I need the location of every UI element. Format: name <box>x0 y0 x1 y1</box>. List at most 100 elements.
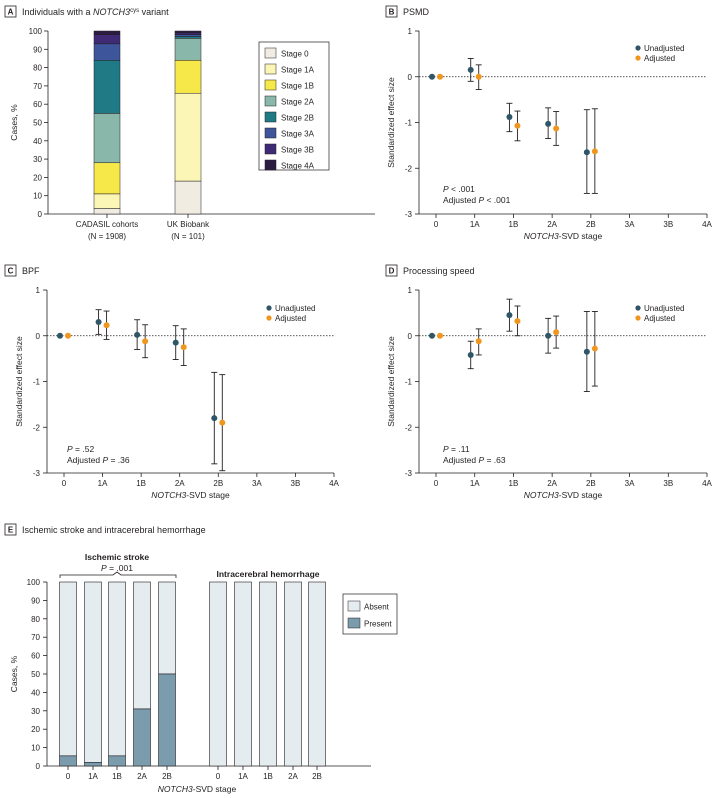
y-tick-label: 30 <box>33 155 42 164</box>
legend-label: Unadjusted <box>644 304 684 313</box>
p-symbol: P <box>67 444 73 454</box>
bar-absent <box>158 581 176 675</box>
x-axis-label-gene: NOTCH3 <box>158 784 193 794</box>
legend-label: Unadjusted <box>275 304 315 313</box>
x-axis-label-rest: -SVD stage <box>193 784 237 794</box>
bar-segment-stage-2b <box>93 60 121 114</box>
p-text-part: Adjusted <box>443 455 478 465</box>
y-tick-label: -2 <box>33 423 41 432</box>
panel-b-title: PSMD <box>403 7 430 17</box>
legend-label: Stage 0 <box>281 50 309 59</box>
point-adjusted <box>142 338 149 345</box>
p-value-text: P < .001 <box>443 184 475 194</box>
p-text-part: < .001 <box>449 184 476 194</box>
x-tick-label: 1A <box>470 220 480 229</box>
x-tick-label: 3A <box>252 479 262 488</box>
legend-marker-adjusted <box>635 315 641 321</box>
p-text-part: Adjusted <box>443 195 478 205</box>
y-tick-label: 20 <box>33 173 42 182</box>
legend-marker-unadjusted <box>635 305 641 311</box>
bar-segment-stage-1b <box>174 60 202 94</box>
legend-marker-unadjusted <box>635 45 641 51</box>
x-tick-label: 2B <box>586 220 596 229</box>
legend-label: Present <box>364 620 392 629</box>
y-tick-label: 0 <box>408 73 413 82</box>
legend-label: Stage 2B <box>281 114 314 123</box>
y-tick-label: -3 <box>405 210 413 219</box>
x-axis-label-gene: NOTCH3 <box>524 490 559 500</box>
panel-a-stacked-bar-chart: 0 10 20 30 40 50 60 70 80 90 100 Cases, % CADASIL co… <box>9 27 375 241</box>
x-tick-label: 3B <box>663 479 673 488</box>
bar-segment-stage-3a <box>93 43 121 61</box>
bar-present <box>108 755 126 767</box>
legend-marker-adjusted <box>635 55 641 61</box>
legend-label: Stage 1B <box>281 82 314 91</box>
legend-label: Absent <box>364 603 390 612</box>
x-category-label: CADASIL cohorts <box>76 220 138 229</box>
bar-absent <box>84 581 102 763</box>
bar-absent <box>259 581 277 767</box>
x-tick-label: 2A <box>137 772 147 781</box>
point-unadjusted <box>429 332 435 339</box>
p-text-part: = .11 <box>449 444 470 454</box>
point-adjusted <box>514 122 521 129</box>
x-tick-label: 1B <box>263 772 273 781</box>
legend-swatch-stage-2a <box>264 95 277 107</box>
legend-swatch-stage-2b <box>264 111 277 123</box>
x-tick-label: 1B <box>112 772 122 781</box>
y-axis-label: Cases, % <box>9 104 19 141</box>
point-unadjusted <box>467 66 474 73</box>
bar-absent <box>234 581 252 767</box>
legend-swatch-stage-1a <box>264 63 277 75</box>
y-tick-label: 20 <box>31 725 40 734</box>
x-tick-label: 1A <box>238 772 248 781</box>
y-tick-label: 10 <box>33 192 42 201</box>
bar-segment-stage-3b <box>174 32 202 35</box>
point-adjusted <box>180 344 187 351</box>
x-tick-label: 3A <box>625 220 635 229</box>
panel-e-header: E Ischemic stroke and intracerebral hemo… <box>4 523 206 536</box>
legend-label: Adjusted <box>275 314 306 323</box>
y-tick-label: 30 <box>31 707 40 716</box>
x-tick-label: 2A <box>547 479 557 488</box>
bar-segment-stage-1a <box>174 92 202 182</box>
legend-swatch-absent <box>347 600 361 612</box>
x-tick-label: 2A <box>547 220 557 229</box>
x-tick-label: 2B <box>162 772 172 781</box>
p-value-text: Adjusted P = .63 <box>443 455 506 465</box>
x-tick-label: 0 <box>434 220 439 229</box>
x-axis-label: NOTCH3-SVD stage <box>158 784 237 794</box>
panel-a-title: Individuals with a NOTCH3cys variant <box>22 7 169 17</box>
bar-segment-stage-1b <box>93 162 121 195</box>
group-label-ischemic-stroke: Ischemic stroke <box>85 552 150 562</box>
legend-label: Stage 1A <box>281 66 315 75</box>
x-tick-label: 4A <box>329 479 339 488</box>
x-tick-label: 0 <box>62 479 67 488</box>
panel-d-letter: D <box>389 267 395 276</box>
y-tick-label: 80 <box>31 615 40 624</box>
panel-e-stacked-bar-chart: 0 10 20 30 40 50 60 70 80 90 100 Cases, % 0 1A 1B 2A 2B 0… <box>9 552 398 794</box>
point-unadjusted <box>506 114 513 121</box>
point-adjusted <box>514 318 521 325</box>
bar-segment-stage-0 <box>174 180 202 215</box>
bar-segment-stage-3a <box>174 34 202 37</box>
p-text-part: = .63 <box>484 455 506 465</box>
p-value-text: Adjusted P = .36 <box>67 455 130 465</box>
point-adjusted <box>475 73 482 80</box>
bar-segment-stage-2a <box>93 113 121 164</box>
y-tick-label: 70 <box>31 633 40 642</box>
y-tick-label: -1 <box>405 378 413 387</box>
x-tick-label: 0 <box>216 772 221 781</box>
y-tick-label: -2 <box>405 164 413 173</box>
y-tick-label: -1 <box>33 378 41 387</box>
panel-e-title: Ischemic stroke and intracerebral hemorr… <box>22 525 206 535</box>
p-symbol: P <box>102 455 108 465</box>
y-tick-label: 50 <box>33 119 42 128</box>
legend-swatch-present <box>347 617 361 629</box>
point-unadjusted <box>57 332 63 339</box>
point-adjusted <box>475 338 482 345</box>
x-tick-label: 3B <box>291 479 301 488</box>
y-tick-label: -3 <box>405 469 413 478</box>
bar-segment-stage-1a <box>93 193 121 209</box>
